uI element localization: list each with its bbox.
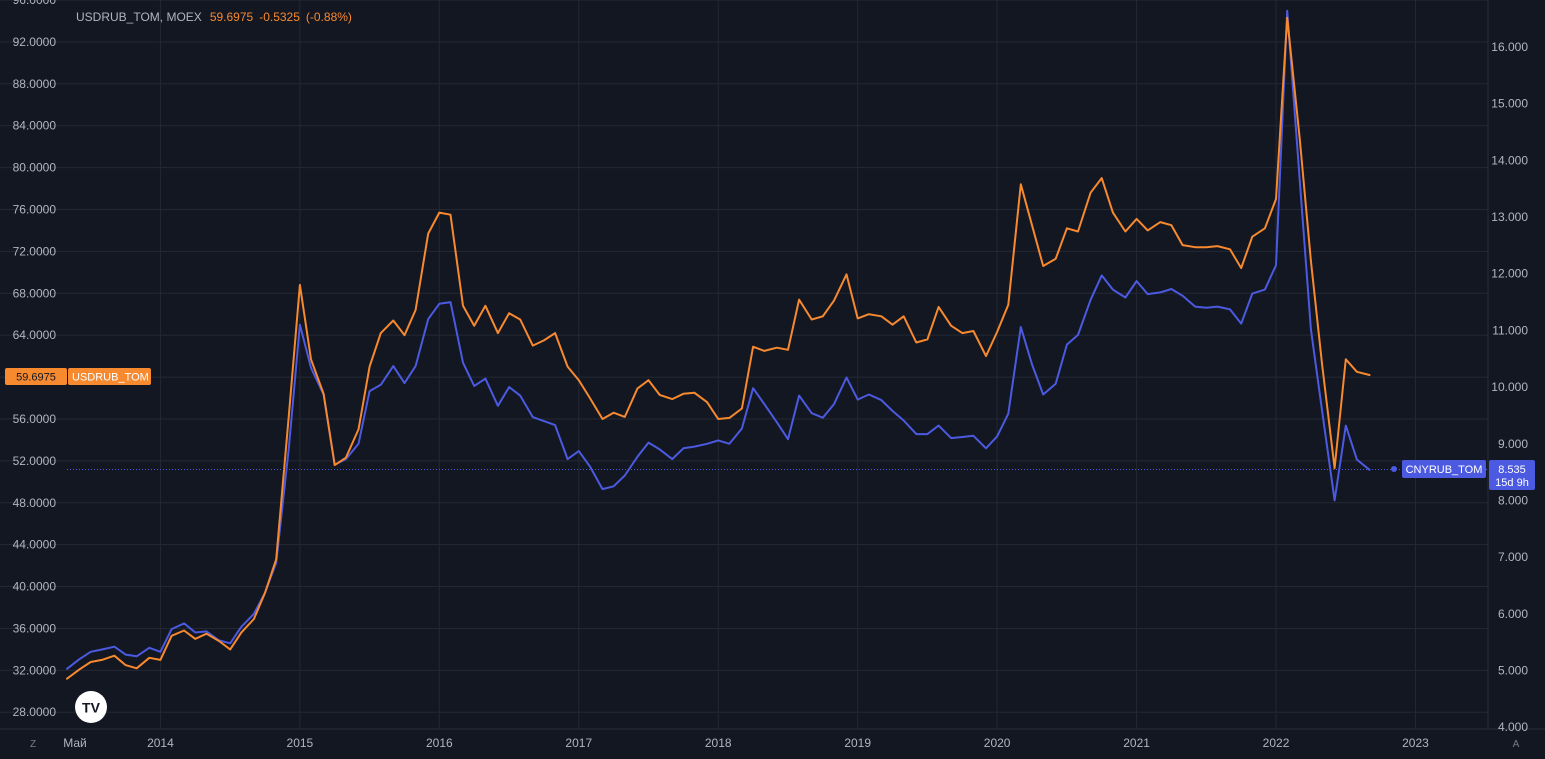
left-axis-tick-label: 76.0000: [13, 202, 57, 216]
right-axis-tick-label: 14.000: [1491, 153, 1528, 167]
cny-symbol-tag-label: CNYRUB_TOM: [1406, 464, 1483, 476]
legend-exchange: MOEX: [166, 10, 201, 24]
right-axis-tick-label: 13.000: [1491, 210, 1528, 224]
time-axis[interactable]: Май 2014 2015 2016 2017 2018 2019 2020 2021 2022 2…: [63, 736, 1429, 750]
left-axis-tick-label: 48.0000: [13, 496, 57, 510]
time-axis-tick-label: 2020: [984, 736, 1011, 750]
usdrub-series-line[interactable]: [66, 16, 1371, 680]
usd-price-tag: 59.6975 USDRUB_TOM: [5, 368, 151, 385]
left-axis-tick-label: 28.0000: [13, 705, 57, 719]
cny-symbol-tag-bg: [1402, 460, 1486, 478]
time-axis-tick-label: 2021: [1123, 736, 1150, 750]
time-axis-tick-label: 2017: [565, 736, 592, 750]
grid-lines: [0, 0, 1488, 729]
usd-symbol-tag-label: USDRUB_TOM: [72, 372, 149, 384]
left-axis-tick-label: 44.0000: [13, 538, 57, 552]
usd-price-tag-bg: [5, 368, 67, 385]
legend-change-percent: (-0.88%): [306, 10, 352, 24]
left-axis-tick-label: 64.0000: [13, 328, 57, 342]
left-axis-tick-label: 56.0000: [13, 412, 57, 426]
left-axis-tick-label: 36.0000: [13, 621, 57, 635]
left-axis-tick-label: 84.0000: [13, 119, 57, 133]
left-axis-tick-label: 96.0000: [13, 0, 57, 7]
time-axis-tick-label: 2019: [844, 736, 871, 750]
time-axis-tick-label: 2016: [426, 736, 453, 750]
legend-symbol: USDRUB_TOM: [76, 10, 160, 24]
time-axis-tick-label: 2023: [1402, 736, 1429, 750]
right-axis-tick-label: 9.000: [1498, 437, 1528, 451]
left-axis-tick-label: 92.0000: [13, 35, 57, 49]
time-axis-tick-label: 2022: [1263, 736, 1290, 750]
left-axis-tick-label: 32.0000: [13, 663, 57, 677]
right-axis-tick-label: 8.000: [1498, 493, 1528, 507]
time-axis-tick-label: Май: [63, 736, 87, 750]
right-axis-tick-label: 11.000: [1492, 323, 1528, 337]
left-axis-tick-label: 52.0000: [13, 454, 57, 468]
cnyrub-series-line[interactable]: [66, 9, 1371, 670]
usd-symbol-tag-bg: [68, 368, 151, 385]
usd-price-tag-value: 59.6975: [16, 372, 56, 384]
right-axis-tick-label: 10.000: [1491, 380, 1528, 394]
left-axis-tick-label: 40.0000: [13, 580, 57, 594]
series-layer: [66, 9, 1371, 680]
cny-price-tag-value: 8.535: [1498, 464, 1526, 476]
right-axis-tick-label: 15.000: [1491, 97, 1528, 111]
tradingview-logo-icon[interactable]: TV: [75, 691, 107, 723]
right-axis-tick-label: 5.000: [1498, 663, 1528, 677]
left-axis-tick-label: 72.0000: [13, 244, 57, 258]
left-axis-tick-label: 68.0000: [13, 286, 57, 300]
cny-price-tag: CNYRUB_TOM 8.535 15d 9h: [67, 460, 1535, 490]
time-axis-tick-label: 2015: [287, 736, 314, 750]
right-axis-tick-label: 16.000: [1491, 40, 1528, 54]
right-price-axis[interactable]: 4.000 5.000 6.000 7.000 8.000 9.000 10.000 11.0…: [1491, 40, 1528, 734]
legend-last-price: 59.6975: [210, 10, 254, 24]
legend-change: -0.5325: [259, 10, 300, 24]
left-axis-tick-label: 80.0000: [13, 161, 57, 175]
cny-price-tag-bg: [1489, 460, 1535, 490]
cny-last-point: [1391, 466, 1397, 472]
right-axis-tick-label: 12.000: [1491, 267, 1528, 281]
right-axis-tick-label: 7.000: [1498, 550, 1528, 564]
zoom-reset-button[interactable]: Z: [30, 739, 36, 750]
time-axis-tick-label: 2014: [147, 736, 174, 750]
right-axis-tick-label: 4.000: [1498, 720, 1528, 734]
auto-scale-button[interactable]: A: [1513, 739, 1520, 750]
cny-countdown: 15d 9h: [1495, 477, 1529, 489]
left-axis-tick-label: 88.0000: [13, 77, 57, 91]
right-axis-tick-label: 6.000: [1498, 607, 1528, 621]
logo-text: TV: [82, 700, 101, 716]
time-axis-tick-label: 2018: [705, 736, 732, 750]
legend[interactable]: USDRUB_TOM, MOEX 59.6975 -0.5325 (-0.88%): [76, 10, 352, 24]
